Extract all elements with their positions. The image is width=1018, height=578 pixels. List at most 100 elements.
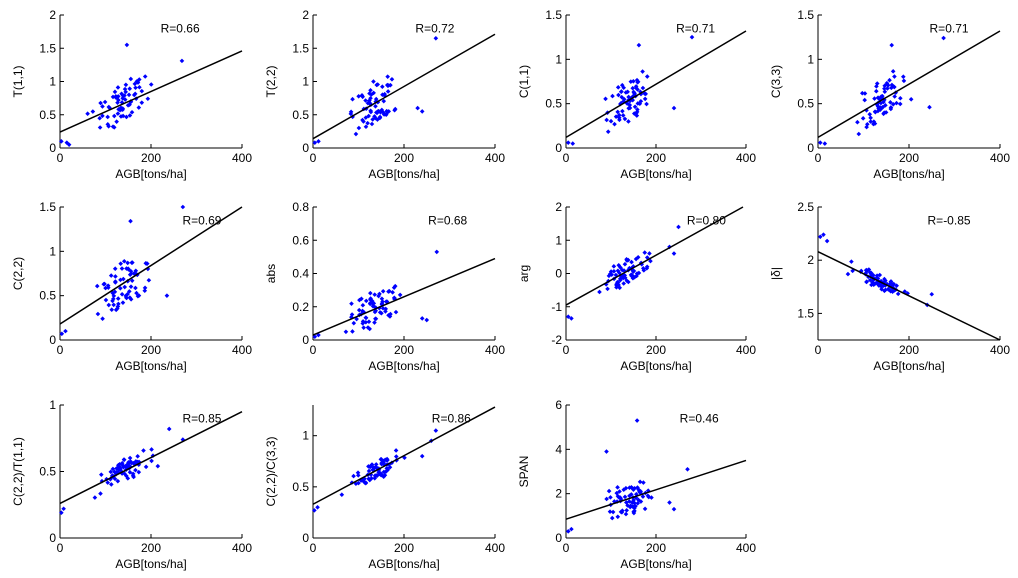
data-point (349, 314, 354, 320)
data-point (873, 109, 878, 115)
data-point (350, 96, 355, 102)
regression-line (565, 206, 744, 306)
data-point (631, 111, 637, 116)
y-tick-label: 1 (555, 52, 562, 66)
data-point (604, 449, 609, 454)
y-tick-label: -1 (551, 300, 562, 314)
data-point (377, 115, 383, 121)
x-tick-label: 400 (232, 151, 252, 165)
y-tick-label: 1 (302, 75, 309, 89)
x-axis-label: AGB[tons/ha] (115, 167, 186, 181)
data-point (315, 505, 320, 510)
data-point (125, 476, 131, 481)
data-point (627, 265, 632, 271)
data-point (121, 464, 126, 470)
data-point (365, 325, 371, 330)
data-point (621, 281, 626, 286)
data-point (821, 232, 826, 237)
data-point (644, 101, 649, 107)
y-tick-label: 2.5 (797, 200, 814, 214)
data-point (611, 269, 617, 274)
data-point (620, 108, 625, 114)
data-point (870, 277, 876, 283)
data-point (569, 316, 574, 321)
data-point (385, 109, 391, 115)
data-point (874, 276, 880, 281)
y-axis-label: C(2,2) (11, 257, 25, 290)
data-point (898, 95, 903, 101)
data-point (360, 302, 366, 308)
data-point (929, 291, 935, 297)
data-point (380, 110, 386, 115)
data-point (383, 469, 389, 474)
data-point (378, 110, 383, 115)
data-point (359, 296, 364, 302)
x-tick-label: 200 (646, 541, 666, 555)
data-point (387, 464, 393, 470)
data-point (180, 204, 186, 210)
data-point (105, 114, 110, 120)
data-point (643, 91, 649, 97)
x-axis-label: AGB[tons/ha] (368, 557, 439, 571)
data-point (640, 85, 646, 91)
data-point (379, 310, 384, 316)
data-point (610, 93, 615, 99)
data-point (888, 100, 893, 105)
data-point (132, 461, 137, 467)
data-point (125, 260, 130, 266)
data-point (874, 81, 880, 86)
data-point (864, 124, 869, 130)
data-point (128, 459, 133, 464)
data-point (608, 495, 613, 500)
data-point (111, 113, 117, 119)
data-point (368, 108, 373, 114)
correlation-label: R=0.85 (182, 411, 221, 425)
y-tick-label: 0.5 (39, 465, 56, 479)
data-point (166, 426, 172, 432)
x-tick-label: 400 (990, 151, 1010, 165)
data-point (632, 104, 638, 110)
data-point (889, 42, 895, 48)
data-point (397, 292, 403, 298)
x-tick-label: 400 (485, 541, 505, 555)
data-point (392, 107, 397, 113)
data-point (119, 91, 124, 97)
data-point (882, 288, 887, 294)
y-tick-label: 0 (49, 141, 56, 155)
data-point (908, 96, 914, 102)
data-point (373, 462, 379, 467)
data-point (100, 104, 105, 109)
data-point (381, 474, 386, 480)
data-point (616, 92, 621, 98)
data-point (373, 316, 378, 322)
data-point (623, 500, 629, 505)
data-point (368, 290, 373, 296)
data-point (604, 117, 609, 123)
data-point (625, 89, 630, 95)
data-point (381, 469, 387, 475)
data-point (128, 76, 134, 82)
data-point (640, 494, 646, 499)
data-point (376, 293, 381, 299)
data-point (139, 100, 145, 105)
data-point (94, 283, 100, 289)
data-point (872, 96, 877, 101)
data-point (97, 115, 102, 121)
data-point (133, 85, 138, 91)
data-point (66, 142, 72, 147)
data-point (145, 266, 151, 272)
data-point (631, 79, 636, 84)
data-point (312, 334, 318, 339)
y-tick-label: 0 (807, 141, 814, 155)
data-point (621, 85, 627, 91)
data-point (617, 277, 623, 283)
data-point (390, 290, 395, 295)
data-point (373, 464, 379, 469)
y-tick-label: 0.5 (292, 480, 309, 494)
data-point (629, 492, 634, 497)
data-point (121, 276, 126, 282)
data-point (370, 117, 375, 122)
data-point (845, 271, 851, 277)
data-point (111, 293, 117, 299)
data-point (641, 268, 647, 273)
